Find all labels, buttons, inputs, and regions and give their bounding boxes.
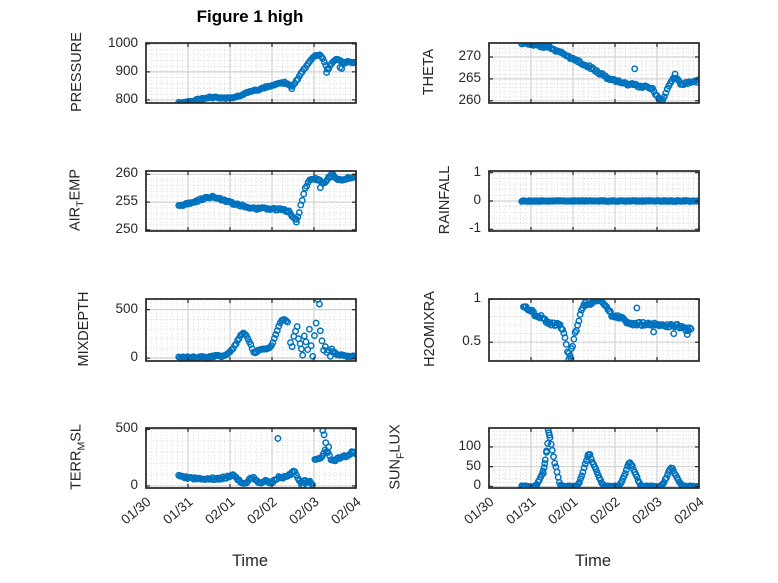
tick-marks	[145, 43, 357, 103]
x-tick-label: 01/31	[503, 494, 539, 528]
x-tick-label: 02/04	[671, 494, 707, 528]
data-markers	[175, 428, 356, 488]
time-axis-label-right: Time	[574, 552, 612, 570]
x-tick-label: 02/01	[202, 494, 238, 528]
minor-grid	[489, 171, 699, 231]
theta-ytick-label: 270	[458, 48, 481, 63]
x-tick-label: 01/31	[160, 494, 196, 528]
rainfall-subplot: -1 0 1 RAINFALL	[437, 164, 700, 235]
h2omixra-plot-area	[488, 298, 700, 362]
terr-msl-ylabel: TERRMSL	[68, 424, 88, 490]
pressure-plot-area	[145, 42, 357, 104]
h2omixra-ytick-label: 1	[473, 290, 481, 306]
tick-marks	[145, 428, 357, 488]
mixdepth-ytick-label: 500	[115, 300, 138, 316]
pressure-ytick-label: 900	[115, 62, 138, 78]
figure-title: Figure 1 high	[196, 7, 304, 26]
x-tick-label: 01/30	[461, 494, 497, 528]
pressure-ytick-label: 1000	[107, 34, 138, 50]
data-markers	[175, 171, 356, 226]
tick-marks	[488, 171, 700, 231]
theta-ytick-label: 265	[458, 69, 481, 85]
terr-msl-ytick-label: 500	[115, 420, 138, 436]
mixdepth-plot-area	[145, 298, 357, 362]
air-temp-ytick-label: 250	[115, 220, 138, 236]
air-temp-plot-area	[145, 170, 357, 232]
data-markers	[519, 299, 695, 361]
air-temp-ytick-label: 255	[115, 193, 138, 209]
x-tick-label: 02/02	[244, 494, 280, 528]
sun-flux-ylabel: SUNFLUX	[387, 424, 407, 490]
sun-flux-ytick-label: 0	[473, 477, 481, 493]
rainfall-ytick-label: -1	[468, 220, 481, 236]
mixdepth-ylabel: MIXDEPTH	[76, 291, 92, 367]
h2omixra-ylabel: H2OMIXRA	[422, 291, 438, 367]
h2omixra-ytick-label: 0.5	[462, 333, 481, 349]
mixdepth-subplot: 0 500 MIXDEPTH	[76, 292, 357, 366]
mixdepth-ytick-label: 0	[130, 349, 138, 365]
pressure-ylabel: PRESSURE	[69, 32, 85, 112]
sun-flux-subplot: 0 50 100 SUNFLUX 01/30 01/31 02/01 02/02 02/03 02…	[388, 424, 707, 527]
x-tick-label: 02/01	[545, 494, 581, 528]
tick-marks	[145, 299, 357, 361]
sun-flux-ytick-label: 100	[458, 437, 481, 453]
tick-marks	[145, 171, 357, 231]
terr-msl-plot-area	[145, 427, 357, 489]
x-tick-label: 02/02	[587, 494, 623, 528]
tick-marks	[488, 43, 700, 103]
theta-ylabel: THETA	[421, 48, 437, 96]
rainfall-ytick-label: 0	[473, 192, 481, 207]
x-tick-label: 01/30	[118, 494, 154, 528]
data-markers	[518, 43, 699, 103]
time-axis-label-left: Time	[231, 552, 269, 570]
h2omixra-subplot: 0.5 1 H2OMIXRA	[422, 290, 700, 367]
rainfall-plot-area	[488, 170, 700, 232]
data-markers	[175, 299, 356, 361]
x-tick-label: 02/03	[629, 494, 665, 528]
rainfall-ytick-label: 1	[473, 163, 481, 179]
x-tick-label: 02/03	[286, 494, 322, 528]
minor-grid	[146, 43, 356, 103]
x-tick-label: 02/04	[328, 494, 364, 528]
rainfall-ylabel: RAINFALL	[437, 165, 453, 235]
tick-marks	[488, 428, 700, 488]
air-temp-subplot: 250 255 260 AIRTEMP	[68, 165, 357, 236]
air-temp-ylabel: AIRTEMP	[67, 168, 87, 232]
theta-subplot: 260 265 270 THETA	[421, 42, 700, 107]
terr-msl-ytick-label: 0	[130, 476, 138, 492]
sun-flux-plot-area	[488, 427, 700, 489]
tick-marks	[488, 298, 700, 361]
terr-msl-subplot: 0 500 TERRMSL 01/30 01/31 02/01 02/02 02/03 02/0…	[69, 420, 364, 527]
air-temp-ytick-label: 260	[115, 165, 138, 181]
pressure-subplot: 800 900 1000 PRESSURE	[69, 32, 357, 112]
data-markers	[518, 197, 699, 205]
theta-plot-area	[488, 42, 700, 104]
minor-grid	[489, 428, 699, 488]
minor-grid	[489, 299, 699, 361]
pressure-ytick-label: 800	[115, 90, 138, 106]
theta-ytick-label: 260	[458, 91, 481, 107]
sun-flux-ytick-label: 50	[465, 457, 481, 473]
